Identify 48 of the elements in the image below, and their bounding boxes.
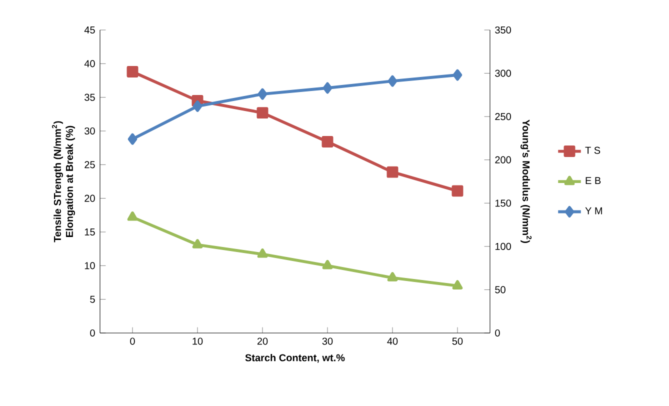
x-tick-label: 20 — [257, 338, 268, 345]
point — [452, 185, 464, 197]
y-tick-label: 45 — [84, 26, 95, 34]
y2-tick-label: 0 — [495, 329, 500, 337]
y2-tick-label: 50 — [495, 286, 506, 294]
point — [386, 166, 398, 178]
y-tick-label: 25 — [84, 161, 95, 168]
x-tick-label: 40 — [387, 338, 398, 345]
legend-label: T S — [585, 146, 600, 154]
x-tick-label: 0 — [130, 338, 135, 345]
y2-axis-title: Young's Modulus (N/mm$^{2}$) — [520, 120, 532, 243]
y-tick-label: 5 — [90, 296, 95, 303]
text: Tensile STrength (N/mm$^{2}$) — [52, 121, 64, 242]
point — [452, 69, 462, 81]
point — [126, 66, 138, 78]
point — [127, 211, 138, 221]
point — [192, 239, 203, 248]
point — [387, 272, 398, 282]
x-tick-label: 50 — [452, 338, 463, 345]
point — [322, 260, 333, 270]
point — [388, 75, 398, 87]
y2-tick-label: 200 — [495, 156, 511, 164]
point — [322, 82, 332, 94]
point — [258, 88, 268, 100]
y2-tick-label: 300 — [495, 70, 511, 77]
y-tick-label: 10 — [84, 262, 95, 270]
x-tick-label: 10 — [192, 338, 203, 345]
y2-tick-label: 350 — [495, 26, 511, 34]
text: Elongation at Break (%) — [66, 126, 76, 237]
y2-tick-label: 250 — [495, 113, 511, 120]
point — [452, 280, 463, 290]
y-tick-label: 35 — [84, 94, 95, 101]
y-tick-label: 20 — [84, 194, 95, 202]
point — [192, 100, 202, 112]
x-tick-label: 30 — [322, 338, 333, 345]
legend-label: Y M — [585, 207, 602, 214]
point — [128, 133, 138, 145]
y-tick-label: 40 — [84, 60, 95, 68]
legend-label: E B — [586, 177, 601, 184]
y2-tick-label: 150 — [495, 200, 511, 207]
y-tick-label: 0 — [90, 329, 95, 337]
point — [256, 107, 268, 119]
y-tick-label: 15 — [84, 228, 95, 236]
y-tick-label: 30 — [84, 127, 95, 135]
x-axis-title: Starch Content, wt.% — [245, 354, 345, 363]
y2-tick-label: 100 — [495, 242, 511, 250]
point — [322, 136, 334, 148]
point — [257, 248, 268, 258]
